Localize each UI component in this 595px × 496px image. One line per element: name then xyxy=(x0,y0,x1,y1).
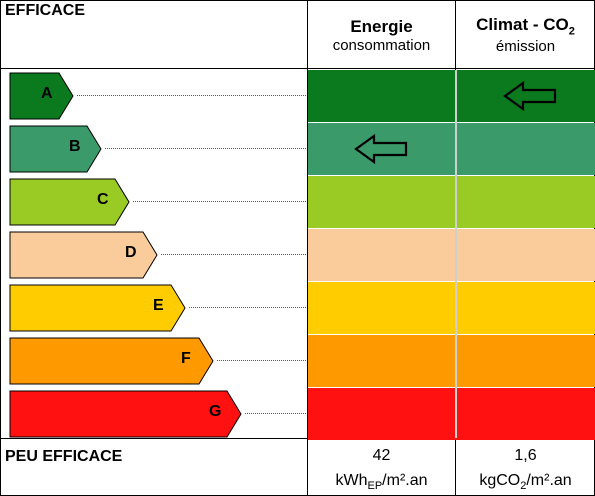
rating-arrow-d xyxy=(9,231,158,279)
rating-band-b xyxy=(308,123,595,175)
energy-unit: kWhEP/m².an xyxy=(308,472,455,492)
rating-letter-a: A xyxy=(41,85,53,102)
rating-letter-c: C xyxy=(97,191,109,208)
climate-title-subscript: 2 xyxy=(568,25,575,38)
climate-value: 1,6 xyxy=(514,447,537,464)
inefficient-label: PEU EFFICACE xyxy=(5,448,123,465)
climate-indicator-arrow-icon xyxy=(503,81,557,111)
rating-band-d xyxy=(308,229,595,281)
rating-arrow-a xyxy=(9,72,74,120)
rating-guide-line-f xyxy=(217,360,306,361)
rating-guide-line-a xyxy=(77,95,306,96)
rating-letter-d: D xyxy=(125,244,137,261)
column-divider-left xyxy=(307,0,308,496)
energy-unit-subscript: EP xyxy=(367,480,383,493)
energy-indicator-arrow-icon xyxy=(354,134,408,164)
rating-arrow-g xyxy=(9,390,242,438)
climate-unit-suffix: /m².an xyxy=(526,472,572,489)
band-column-separator xyxy=(455,70,457,438)
rating-letter-b: B xyxy=(69,138,81,155)
rating-guide-line-d xyxy=(161,254,306,255)
efficient-label: EFFICACE xyxy=(5,2,85,19)
rating-guide-line-g xyxy=(245,413,306,414)
rating-band-g xyxy=(308,388,595,440)
rating-band-e xyxy=(308,282,595,334)
climate-title-text: Climat - CO xyxy=(476,15,569,35)
energy-header: Energie consommation xyxy=(308,4,455,66)
climate-unit-subscript: 2 xyxy=(520,480,527,493)
rating-arrow-e xyxy=(9,284,186,332)
climate-title: Climat - CO2 xyxy=(476,15,575,37)
energy-subtitle: consommation xyxy=(332,36,431,54)
rating-letter-f: F xyxy=(181,350,191,367)
rating-band-c xyxy=(308,176,595,228)
rating-guide-line-e xyxy=(189,307,306,308)
rating-guide-line-c xyxy=(133,201,306,202)
rating-letter-e: E xyxy=(153,297,164,314)
rating-guide-line-b xyxy=(105,148,306,149)
rating-arrow-c xyxy=(9,178,130,226)
energy-unit-main: kWh xyxy=(335,472,368,489)
energy-title: Energie xyxy=(350,16,413,36)
climate-unit: kgCO2/m².an xyxy=(456,472,595,492)
footer-top-line xyxy=(0,438,595,439)
energy-value: 42 xyxy=(372,447,391,464)
climate-subtitle: émission xyxy=(495,37,556,55)
rating-band-f xyxy=(308,335,595,387)
header-bottom-line xyxy=(0,68,595,69)
rating-band-a xyxy=(308,70,595,122)
energy-unit-suffix: /m².an xyxy=(382,472,428,489)
climate-header: Climat - CO2 émission xyxy=(456,4,595,66)
rating-arrow-b xyxy=(9,125,102,173)
climate-unit-main: kgCO xyxy=(479,472,521,489)
rating-arrow-f xyxy=(9,337,214,385)
rating-letter-g: G xyxy=(209,403,222,420)
